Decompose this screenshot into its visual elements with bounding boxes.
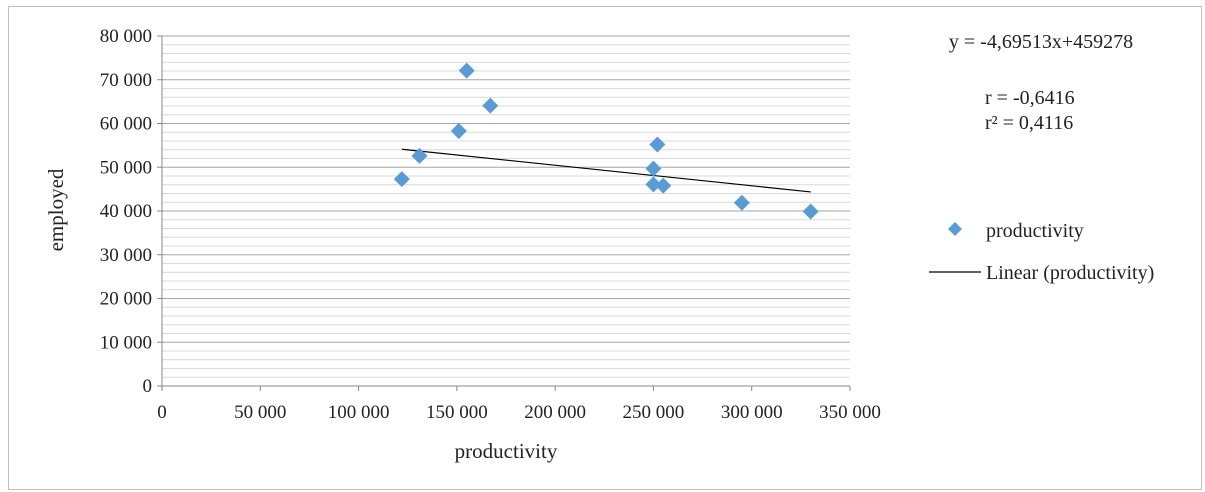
data-point xyxy=(482,97,499,114)
y-tick-label: 40 000 xyxy=(100,201,152,222)
x-tick-label: 100 000 xyxy=(328,402,390,423)
determination-r2: r² = 0,4116 xyxy=(985,112,1073,134)
y-tick-label: 30 000 xyxy=(100,245,152,266)
data-point xyxy=(802,203,819,220)
data-point xyxy=(458,62,475,79)
y-tick-labels: 0 10 000 20 000 30 000 40 000 50 000 60 000 70 … xyxy=(100,26,162,397)
x-tick-label: 350 000 xyxy=(819,402,881,423)
legend-diamond-marker xyxy=(948,222,962,236)
x-tick-label: 50 000 xyxy=(234,402,286,423)
x-axis-title: productivity xyxy=(455,439,558,463)
trendline-group xyxy=(401,148,811,193)
legend: productivity Linear (productivity) xyxy=(929,220,1154,284)
x-tick-label: 200 000 xyxy=(524,402,586,423)
y-tick-label: 20 000 xyxy=(100,289,152,310)
y-tick-label: 70 000 xyxy=(100,70,152,91)
data-point xyxy=(393,171,410,188)
correlation-r: r = -0,6416 xyxy=(985,87,1075,109)
data-point xyxy=(411,147,428,164)
x-tick-label: 300 000 xyxy=(721,402,783,423)
data-point xyxy=(450,122,467,139)
y-axis-title: employed xyxy=(44,168,68,251)
legend-series-label: productivity xyxy=(986,220,1084,242)
data-point xyxy=(645,176,662,193)
data-point xyxy=(649,136,666,153)
legend-trendline-label: Linear (productivity) xyxy=(986,262,1154,284)
linear-trendline xyxy=(401,148,811,193)
grid-lines xyxy=(162,35,850,378)
y-tick-label: 0 xyxy=(143,376,153,397)
regression-equation: y = -4,69513x+459278 xyxy=(949,31,1133,53)
data-point xyxy=(733,194,750,211)
data-points xyxy=(393,62,819,220)
chart-frame xyxy=(8,6,1202,490)
x-tick-label: 250 000 xyxy=(623,402,685,423)
x-tick-label: 0 xyxy=(157,402,167,423)
y-tick-label: 50 000 xyxy=(100,157,152,178)
y-tick-label: 60 000 xyxy=(100,114,152,135)
x-tick-labels: 0 50 000 100 000 150 000 200 000 250 000 300 0… xyxy=(157,386,881,423)
y-tick-label: 10 000 xyxy=(100,332,152,353)
x-tick-label: 150 000 xyxy=(426,402,488,423)
data-point xyxy=(645,160,662,177)
data-point xyxy=(655,177,672,194)
y-tick-label: 80 000 xyxy=(100,26,152,47)
